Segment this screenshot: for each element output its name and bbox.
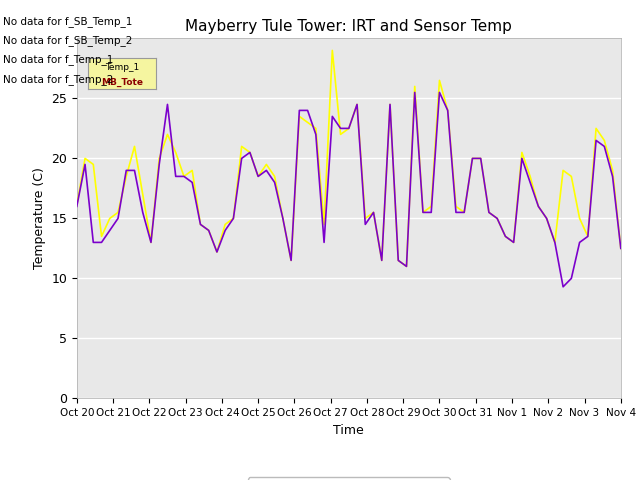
PanelT xyxy=(114,209,122,215)
PanelT xyxy=(73,202,81,208)
AM25T xyxy=(493,216,501,221)
PanelT xyxy=(296,113,303,119)
Y-axis label: Temperature (C): Temperature (C) xyxy=(33,168,45,269)
AM25T xyxy=(411,89,419,95)
Title: Mayberry Tule Tower: IRT and Sensor Temp: Mayberry Tule Tower: IRT and Sensor Temp xyxy=(186,20,512,35)
AM25T xyxy=(617,245,625,252)
Text: No data for f_Temp_1: No data for f_Temp_1 xyxy=(3,54,113,65)
AM25T xyxy=(73,204,81,209)
Line: PanelT: PanelT xyxy=(77,50,621,266)
Line: AM25T: AM25T xyxy=(77,92,621,287)
AM25T xyxy=(584,233,591,239)
Text: No data for f_SB_Temp_2: No data for f_SB_Temp_2 xyxy=(3,35,132,46)
AM25T xyxy=(320,240,328,245)
AM25T xyxy=(139,209,147,215)
AM25T xyxy=(296,108,303,113)
X-axis label: Time: Time xyxy=(333,424,364,437)
PanelT xyxy=(320,221,328,227)
Text: Temp_1: Temp_1 xyxy=(105,63,139,72)
AM25T xyxy=(114,216,122,221)
PanelT xyxy=(139,192,147,197)
PanelT xyxy=(328,48,336,53)
Text: No data for f_Temp_2: No data for f_Temp_2 xyxy=(3,73,113,84)
Text: MB_Tote: MB_Tote xyxy=(101,77,143,86)
AM25T xyxy=(559,284,567,289)
PanelT xyxy=(403,264,410,269)
Text: No data for f_SB_Temp_1: No data for f_SB_Temp_1 xyxy=(3,16,132,27)
PanelT xyxy=(502,233,509,239)
PanelT xyxy=(584,233,591,239)
Legend: PanelT, AM25T: PanelT, AM25T xyxy=(248,477,450,480)
PanelT xyxy=(617,245,625,252)
